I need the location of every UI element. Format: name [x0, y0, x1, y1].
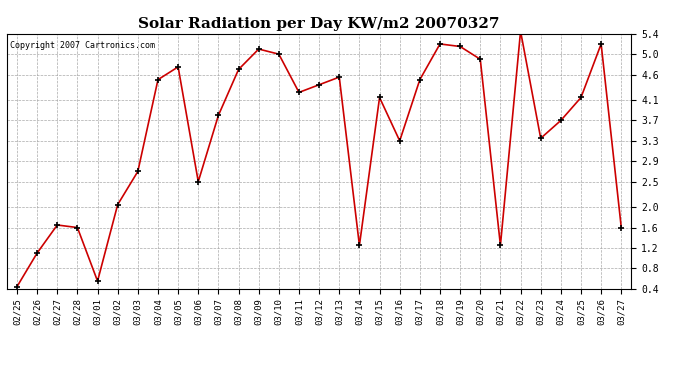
Title: Solar Radiation per Day KW/m2 20070327: Solar Radiation per Day KW/m2 20070327 — [139, 17, 500, 31]
Text: Copyright 2007 Cartronics.com: Copyright 2007 Cartronics.com — [10, 41, 155, 50]
